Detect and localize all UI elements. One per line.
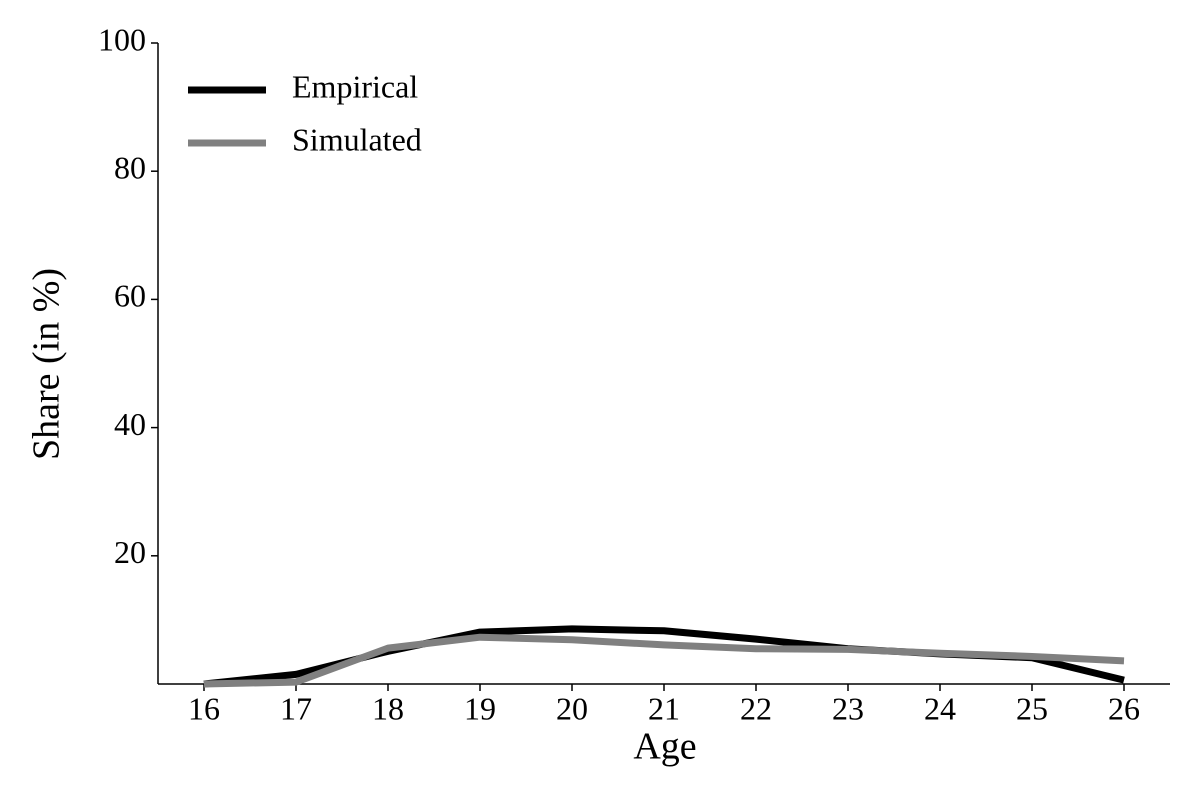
x-tick-label: 16 [188, 690, 220, 726]
y-axis-label: Share (in %) [26, 268, 68, 460]
y-tick-label: 100 [98, 21, 146, 57]
x-tick-label: 17 [280, 690, 312, 726]
y-tick-label: 60 [114, 278, 146, 314]
x-tick-label: 25 [1016, 690, 1048, 726]
x-axis-label: Age [633, 726, 696, 768]
x-tick-label: 22 [740, 690, 772, 726]
series-line [203, 633, 1125, 688]
x-tick-label: 20 [556, 690, 588, 726]
x-tick-label: 26 [1108, 690, 1140, 726]
x-tick-label: 21 [648, 690, 680, 726]
x-tick-label: 18 [372, 690, 404, 726]
y-tick-label: 20 [114, 534, 146, 570]
y-tick-label: 40 [114, 406, 146, 442]
x-tick-label: 23 [832, 690, 864, 726]
legend-label: Simulated [292, 121, 422, 157]
legend-label: Empirical [292, 68, 418, 104]
y-tick-label: 80 [114, 150, 146, 186]
x-tick-label: 19 [464, 690, 496, 726]
x-tick-label: 24 [924, 690, 956, 726]
